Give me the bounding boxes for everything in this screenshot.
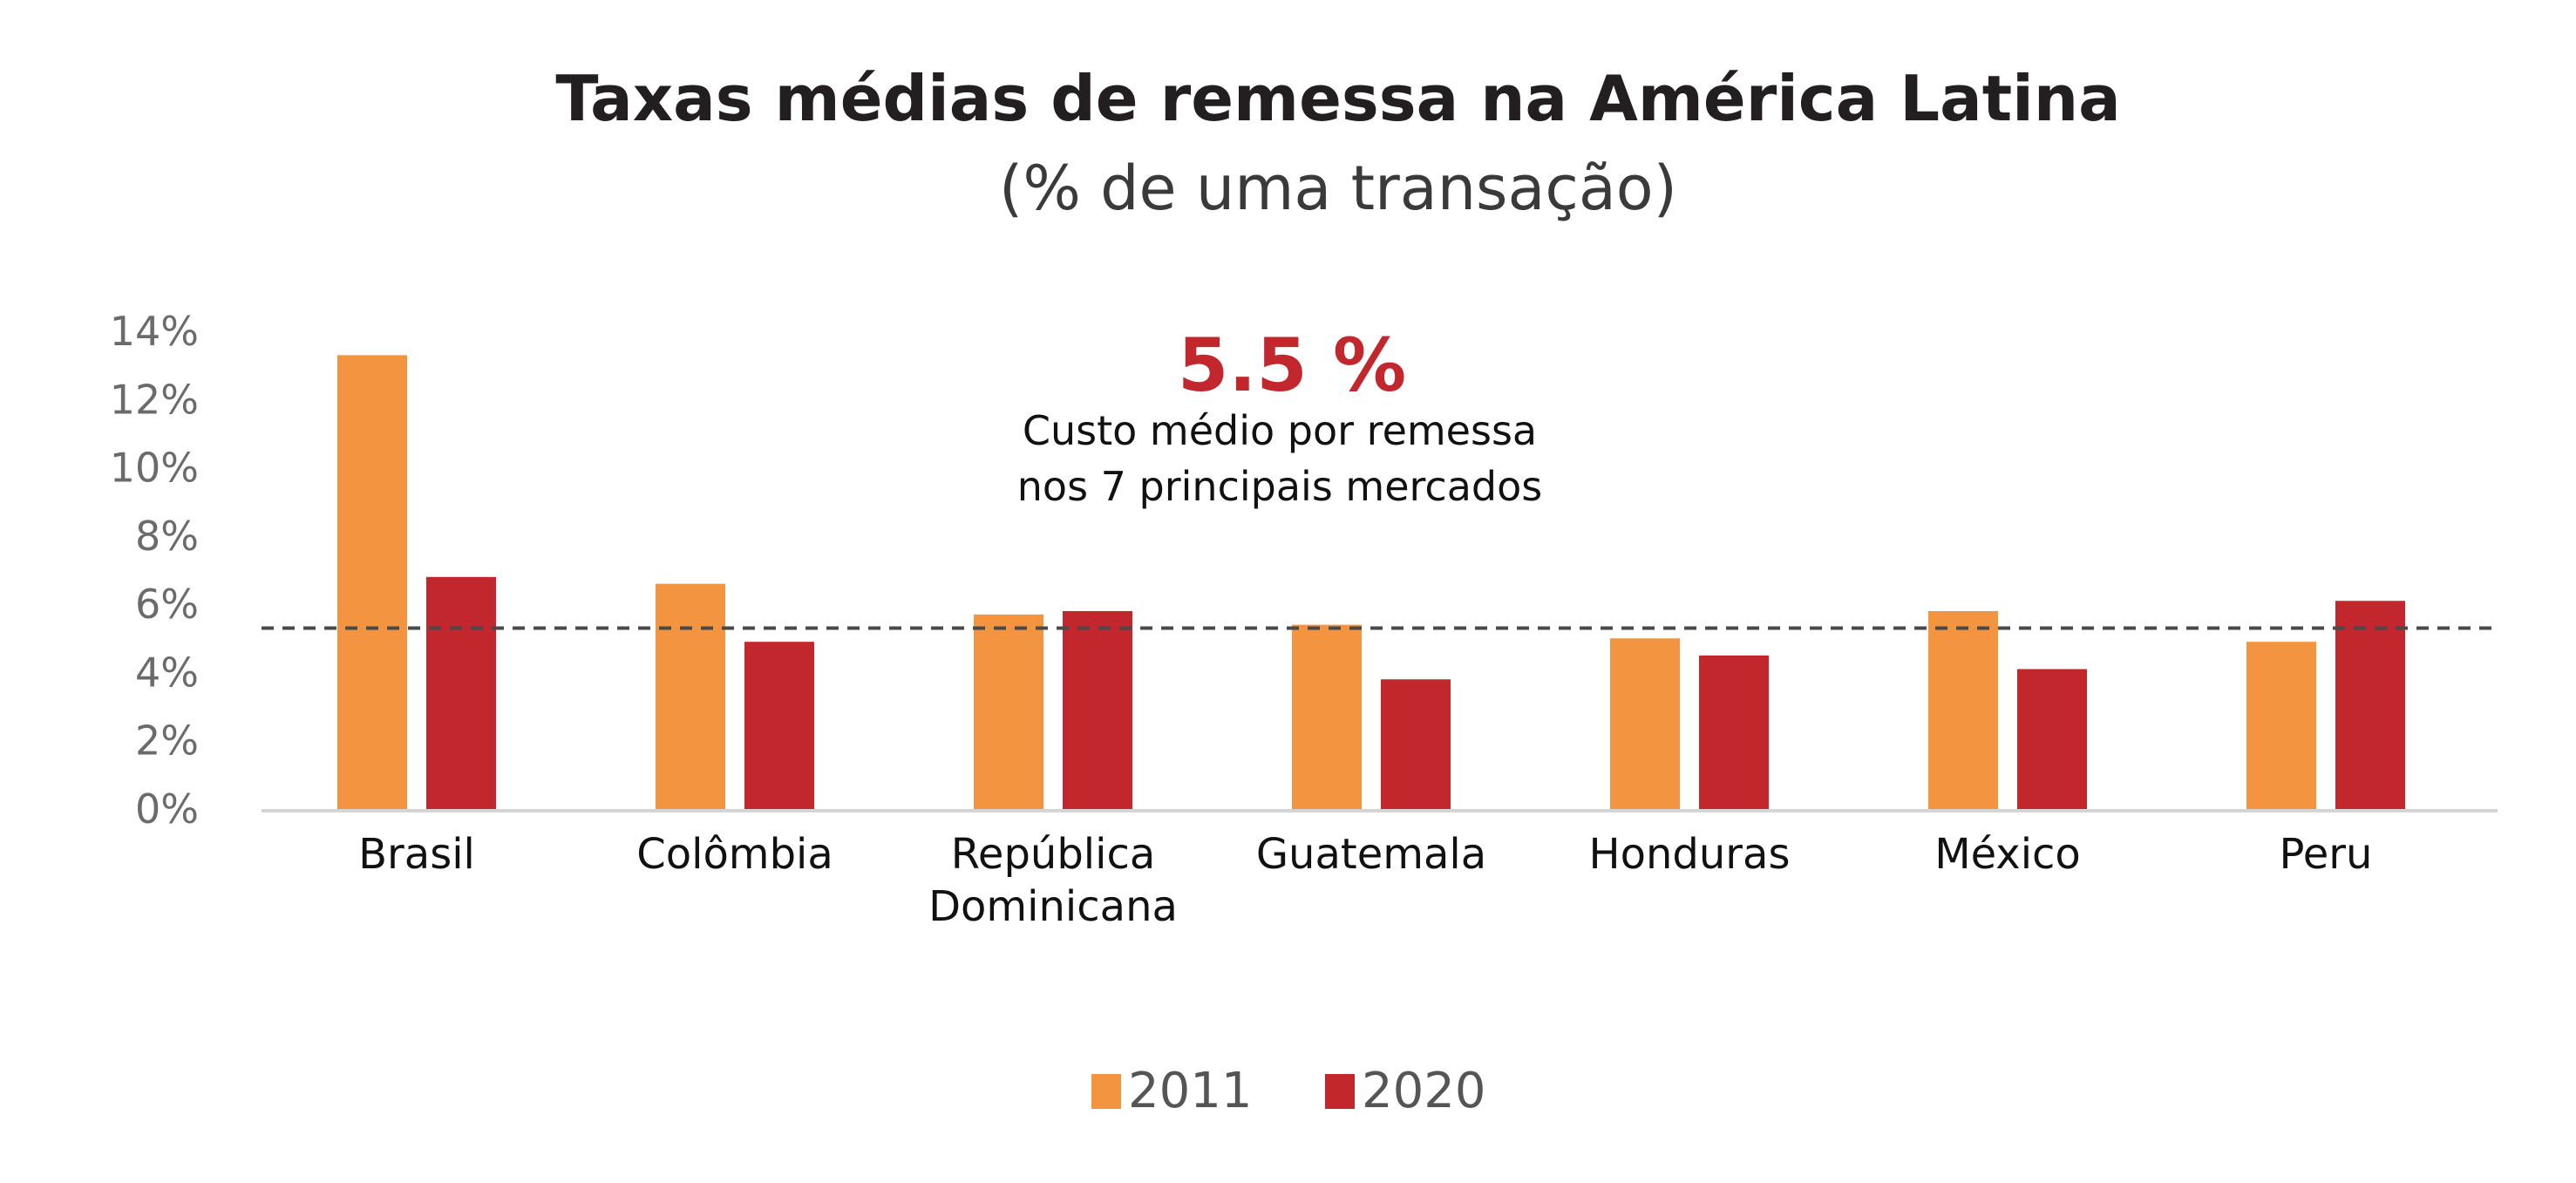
y-tick-label: 8%	[135, 513, 199, 560]
category-label: Peru	[2280, 830, 2373, 879]
bar-2011	[656, 583, 725, 809]
y-tick-label: 10%	[110, 445, 199, 492]
bar-2011	[1292, 624, 1362, 809]
y-tick-label: 14%	[110, 308, 199, 355]
annotation-line-1: Custo médio por remessa	[1023, 407, 1537, 454]
legend: 2011 2020	[1091, 1063, 1486, 1119]
category-label: Honduras	[1589, 830, 1791, 879]
annotation-value: 5.5 %	[1178, 323, 1406, 408]
bar-2011	[1928, 610, 1998, 809]
category-label: Guatemala	[1256, 830, 1486, 879]
category-label: Colômbia	[636, 830, 833, 879]
bar-2020	[1063, 610, 1132, 809]
category-label: Brasil	[358, 830, 475, 879]
legend-label-2020: 2020	[1362, 1063, 1486, 1119]
bars-group	[337, 355, 2405, 809]
legend-swatch-2011	[1091, 1074, 1121, 1109]
y-tick-label: 2%	[135, 717, 199, 765]
bar-2020	[1381, 679, 1451, 809]
bar-2020	[2017, 669, 2087, 809]
y-tick-label: 6%	[135, 581, 199, 628]
annotation-line-2: nos 7 principais mercados	[1017, 463, 1542, 510]
category-label: República	[951, 830, 1156, 879]
category-label: México	[1934, 830, 2081, 879]
bar-2011	[1610, 638, 1680, 809]
bar-2020	[744, 642, 814, 809]
legend-label-2011: 2011	[1128, 1063, 1253, 1119]
bar-2011	[337, 355, 407, 809]
bar-2020	[1699, 655, 1769, 809]
chart-title: Taxas médias de remessa na América Latin…	[555, 62, 2120, 135]
chart-subtitle: (% de uma transação)	[999, 153, 1677, 224]
y-tick-label: 12%	[110, 376, 199, 423]
legend-swatch-2020	[1325, 1074, 1355, 1109]
bar-2011	[974, 614, 1043, 809]
y-axis: 0% 2% 4% 6% 8% 10% 12% 14%	[110, 308, 199, 833]
bar-2011	[2246, 642, 2316, 809]
y-tick-label: 0%	[135, 785, 199, 833]
bar-2020	[2335, 601, 2405, 809]
y-tick-label: 4%	[135, 649, 199, 696]
category-label: Dominicana	[928, 882, 1178, 931]
bar-2020	[426, 576, 496, 809]
average-annotation: 5.5 % Custo médio por remessa nos 7 prin…	[1017, 323, 1542, 510]
